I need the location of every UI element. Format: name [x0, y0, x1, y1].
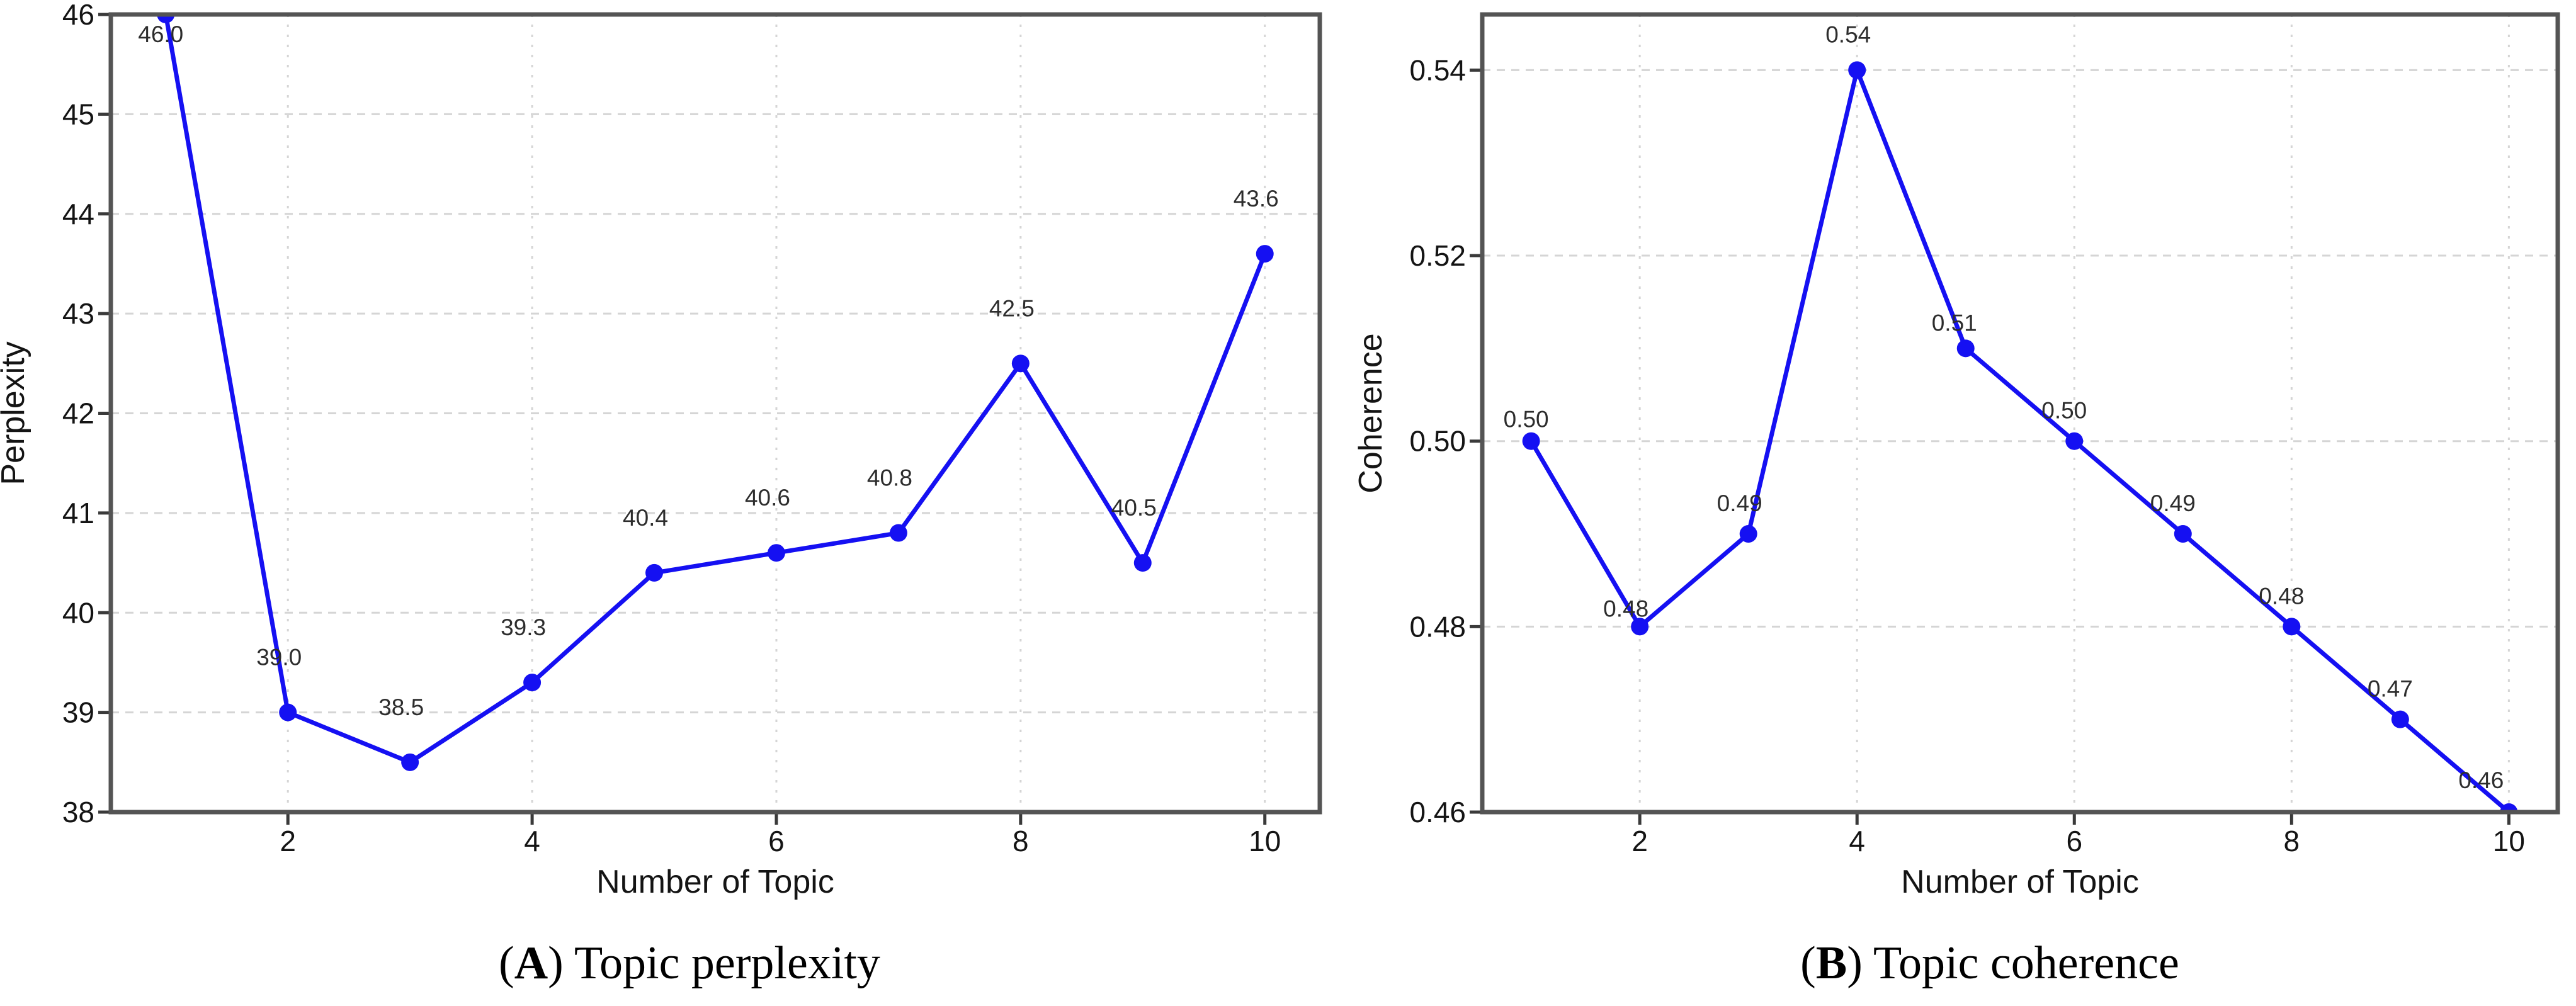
data-line — [163, 14, 1268, 765]
y-tick-label: 42 — [62, 397, 94, 430]
x-tick-label: 6 — [2066, 825, 2082, 857]
x-tick-label: 4 — [524, 825, 540, 857]
y-tick-label: 40 — [62, 596, 94, 629]
x-axis-title: Number of Topic — [596, 864, 834, 900]
y-tick-label: 44 — [62, 198, 94, 230]
data-point-label: 0.48 — [1603, 596, 1648, 621]
data-point-label: 40.4 — [623, 505, 668, 531]
data-point-label: 0.48 — [2259, 583, 2304, 609]
x-tick-label: 4 — [1849, 825, 1865, 857]
y-tick-label: 0.54 — [1409, 54, 1466, 86]
coherence-figure: 2 4 6 8 10 0.46 0.48 0.50 0.52 0.54 Number of Topi… — [1354, 0, 2576, 1006]
x-tick-label: 10 — [1249, 825, 1281, 857]
data-point-label: 43.6 — [1234, 186, 1279, 212]
data-point-label: 0.51 — [1932, 310, 1977, 336]
data-point — [1133, 554, 1152, 572]
data-point — [767, 544, 785, 562]
data-point — [2283, 618, 2301, 636]
y-tick-label: 39 — [62, 696, 94, 729]
caption-close-paren: ) — [1847, 937, 1863, 989]
data-point-label: 0.46 — [2458, 767, 2504, 793]
data-point-label: 0.49 — [1717, 490, 1762, 516]
y-tick-label: 43 — [62, 297, 94, 330]
y-tick-label: 0.52 — [1409, 239, 1466, 272]
y-tick-label: 45 — [62, 98, 94, 130]
x-axis-title: Number of Topic — [1901, 864, 2139, 900]
caption-label: Topic perplexity — [563, 937, 880, 989]
data-point-label: 0.49 — [2150, 490, 2196, 516]
x-tick-label: 8 — [1013, 825, 1029, 857]
data-point — [1956, 339, 1975, 358]
caption-perplexity: (A) Topic perplexity — [499, 939, 880, 988]
data-point-label: 0.50 — [1504, 407, 1549, 432]
plot-frame — [1480, 12, 2560, 815]
y-axis-title: Coherence — [1354, 333, 1389, 493]
caption-coherence: (B) Topic coherence — [1800, 939, 2179, 988]
data-point — [523, 674, 542, 692]
x-tick-label: 2 — [1631, 825, 1648, 857]
y-tick-label: 0.50 — [1409, 425, 1466, 458]
perplexity-figure: 2 4 6 8 10 38 39 40 41 42 43 44 45 46 Number of Topic P… — [0, 0, 1322, 988]
plot-frame — [108, 12, 1322, 815]
data-point-label: 40.6 — [745, 485, 790, 511]
data-point-label: 39.3 — [501, 614, 546, 640]
data-point — [645, 563, 664, 582]
data-point-label: 0.54 — [1825, 21, 1871, 47]
caption-panel-letter: A — [514, 937, 548, 989]
data-point — [2391, 710, 2409, 728]
data-line — [1529, 67, 2511, 812]
y-axis-title: Perplexity — [0, 341, 31, 485]
y-tick-label: 41 — [62, 497, 94, 529]
data-point — [1522, 432, 1540, 450]
y-tick-label: 0.46 — [1409, 796, 1466, 828]
data-point — [1011, 354, 1030, 373]
y-tick-label: 38 — [62, 796, 94, 828]
x-tick-label: 6 — [768, 825, 785, 857]
x-tick-label: 10 — [2493, 825, 2525, 857]
x-tick-label: 2 — [280, 825, 296, 857]
data-point — [2065, 432, 2084, 450]
data-point — [401, 753, 419, 771]
data-point-label: 40.5 — [1111, 495, 1157, 521]
data-point-label: 0.47 — [2368, 676, 2413, 702]
caption-open-paren: ( — [1800, 937, 1816, 989]
y-tick-label: 0.48 — [1409, 610, 1466, 643]
data-point — [1848, 61, 1866, 79]
data-point-label: 39.0 — [256, 645, 302, 670]
data-point — [2174, 525, 2192, 543]
data-point-label: 40.8 — [867, 465, 912, 491]
caption-open-paren: ( — [499, 937, 514, 989]
data-point — [279, 703, 297, 721]
caption-close-paren: ) — [548, 937, 564, 989]
caption-panel-letter: B — [1815, 937, 1847, 989]
coherence-plot: 2 4 6 8 10 0.46 0.48 0.50 0.52 0.54 Number of Topi… — [1354, 12, 2560, 900]
x-tick-label: 8 — [2284, 825, 2300, 857]
data-point-label: 42.5 — [989, 295, 1035, 321]
data-point — [1256, 245, 1274, 263]
data-point — [889, 524, 907, 542]
data-point — [1739, 525, 1757, 543]
data-point-label: 38.5 — [378, 694, 424, 720]
data-point-label: 46.0 — [138, 21, 183, 47]
data-point — [1631, 618, 1649, 636]
caption-label: Topic coherence — [1862, 937, 2179, 989]
data-point-label: 0.50 — [2041, 398, 2087, 424]
y-tick-label: 46 — [62, 0, 94, 31]
